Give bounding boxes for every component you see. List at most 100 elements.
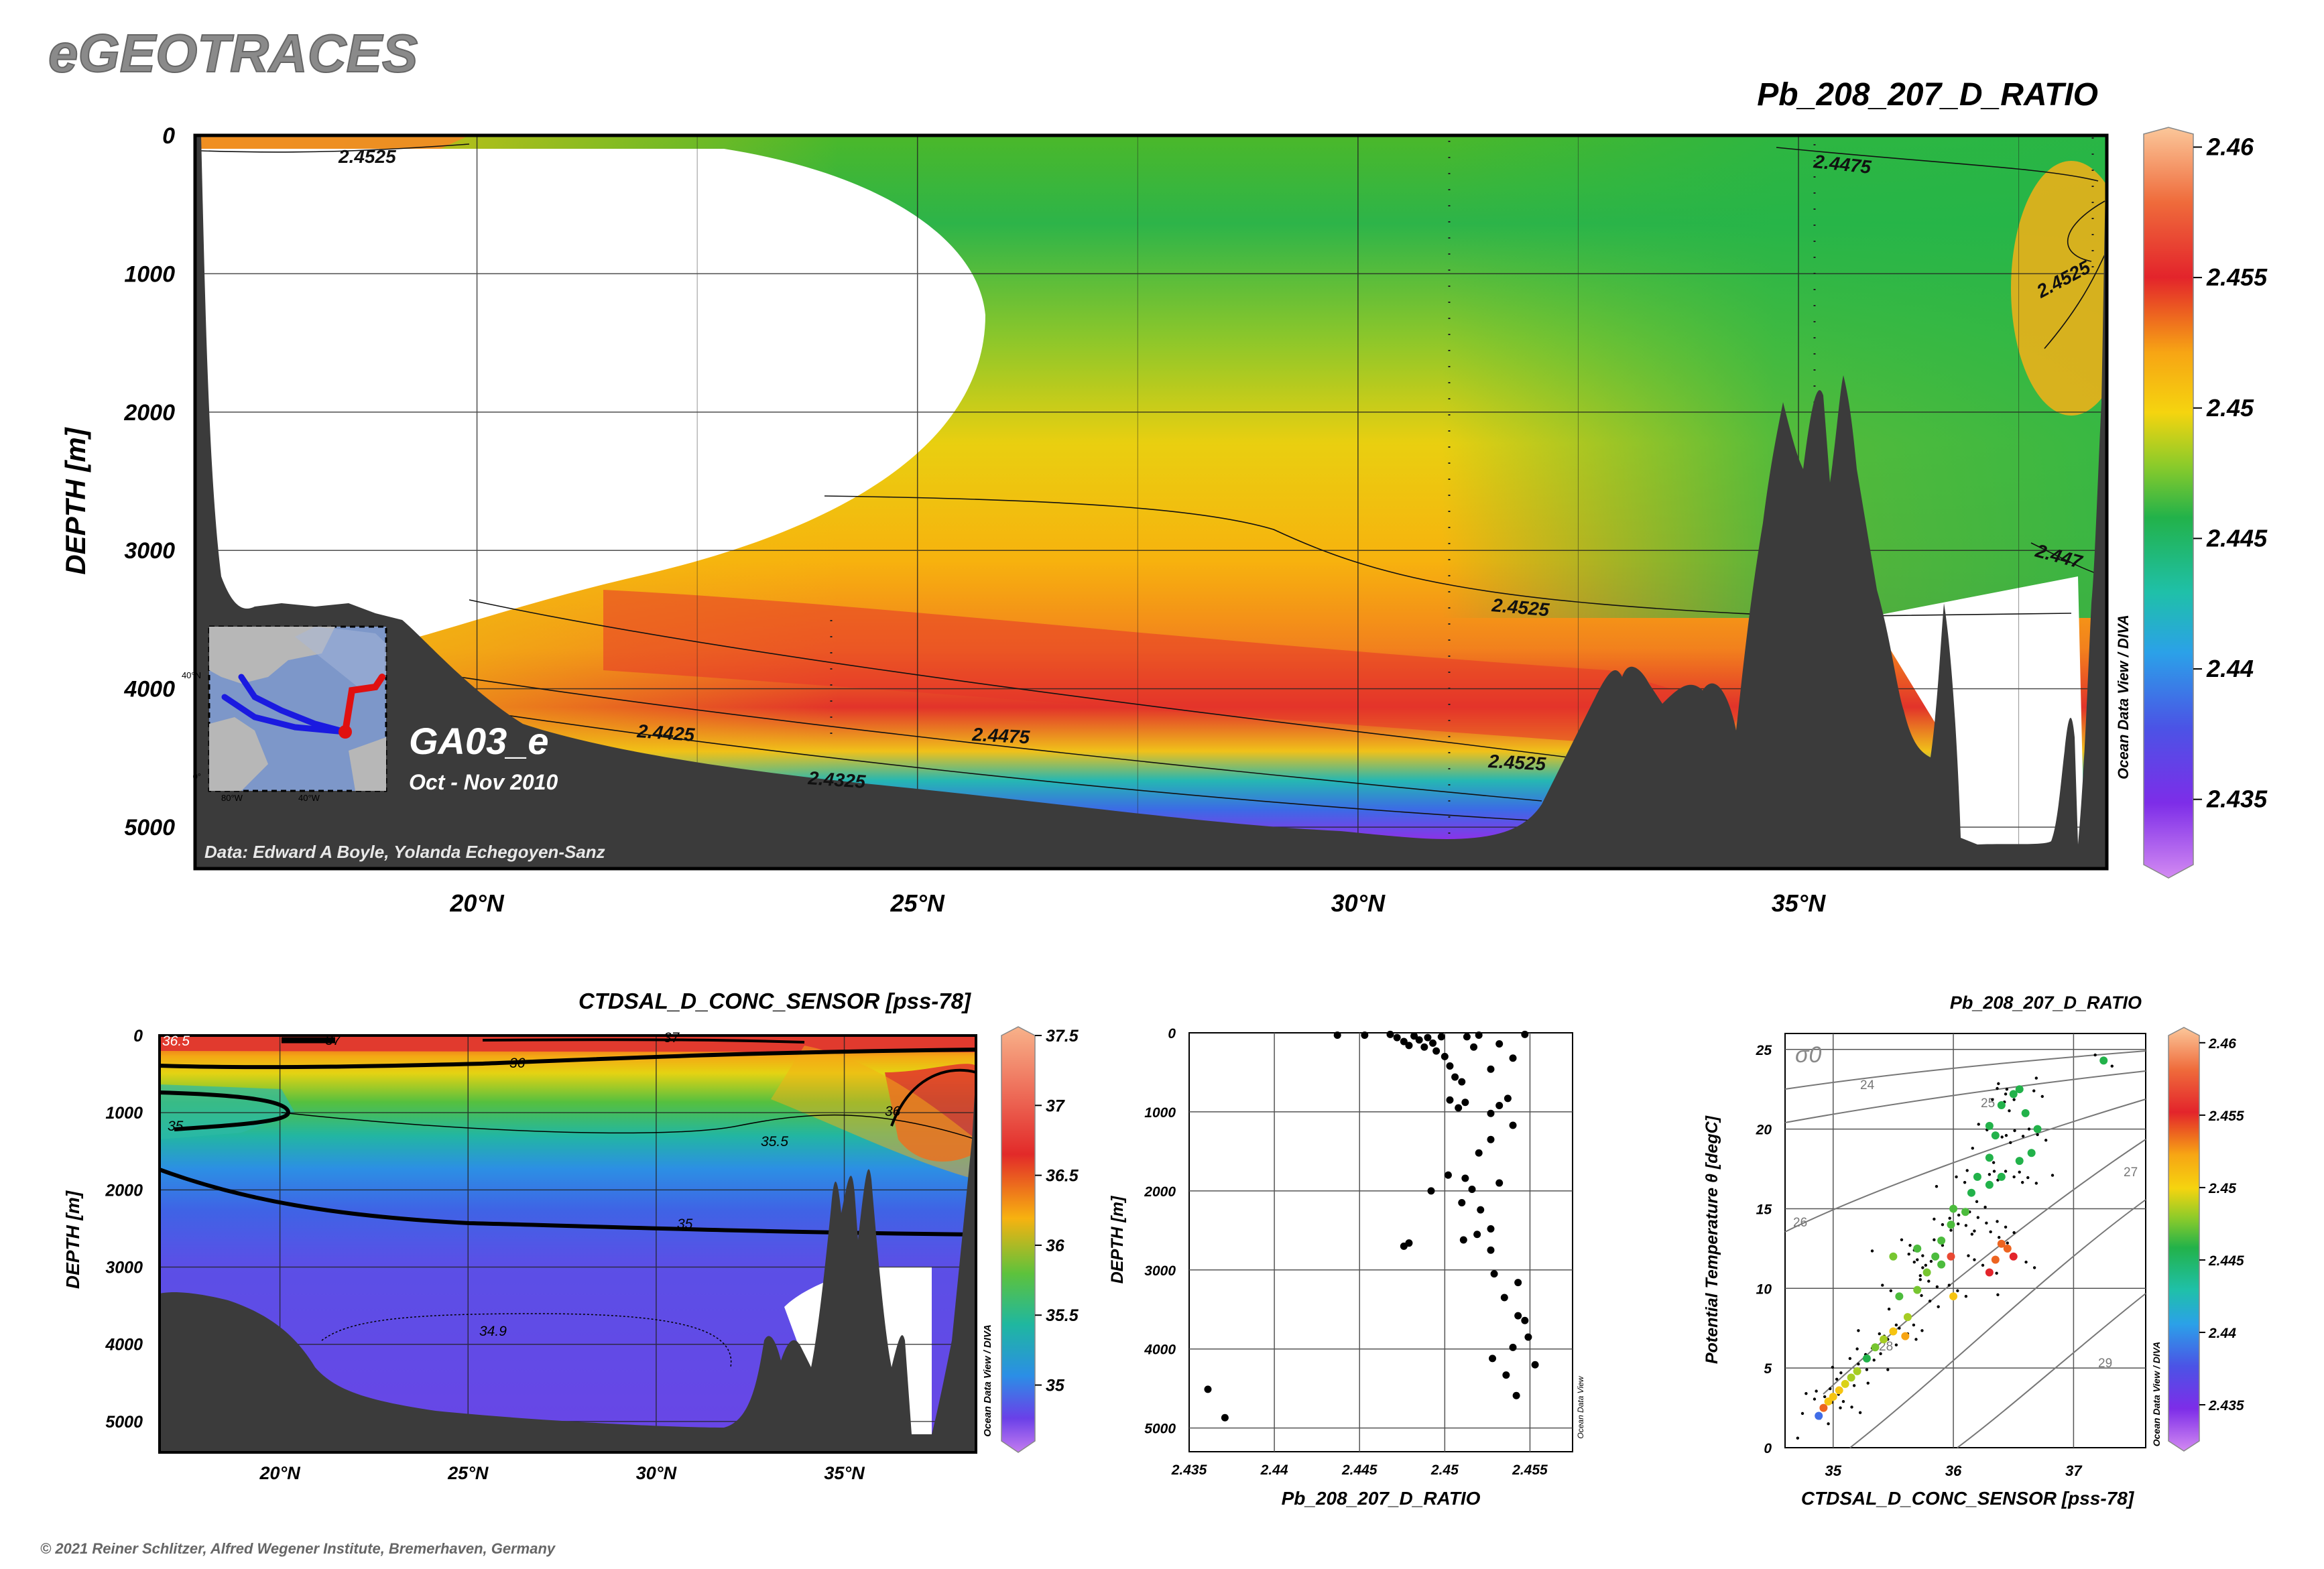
ts-background-point [1989, 1230, 1992, 1234]
contour-label: 35 [168, 1119, 184, 1134]
ts-background-point [1805, 1391, 1808, 1395]
ts-data-point [1937, 1237, 1946, 1245]
ts-data-point [2021, 1109, 2030, 1117]
ts-colorbar: 2.46 2.455 2.45 2.445 2.44 2.435 [2168, 1027, 2244, 1452]
x-tick-label: 35°N [824, 1463, 865, 1483]
ts-data-point [1862, 1354, 1871, 1363]
ts-background-point [1889, 1289, 1893, 1293]
ts-background-point [2012, 1175, 2016, 1179]
ts-background-point [1857, 1363, 1860, 1366]
profile-data-point [1458, 1078, 1466, 1086]
profile-data-point [1455, 1104, 1463, 1112]
profile-data-point [1514, 1279, 1522, 1287]
ts-data-point [1931, 1252, 1940, 1261]
inset-lon-label: 80°W [221, 793, 243, 803]
profile-data-point [1470, 1043, 1478, 1051]
x-tick-label: 36 [1945, 1462, 1962, 1479]
ts-data-point [1819, 1403, 1828, 1412]
main-section-plot: Pb_208_207_D_RATIO [60, 77, 2268, 917]
ts-data-point [1829, 1392, 1837, 1401]
profile-data-point [1424, 1033, 1432, 1042]
ts-data-point [1947, 1220, 1955, 1229]
ts-background-point [1957, 1213, 1961, 1217]
ts-background-point [1870, 1249, 1874, 1253]
x-tick-label: 2.435 [1171, 1462, 1207, 1478]
colorbar-tick-label: 2.44 [2208, 1326, 2236, 1341]
x-tick-label: 30°N [1331, 889, 1386, 917]
ts-data-point [1997, 1239, 2006, 1248]
ts-background-point [1813, 1397, 1817, 1401]
ts-background-point [1964, 1294, 1968, 1298]
colorbar-tick-label: 2.435 [2208, 1398, 2244, 1414]
x-tick-label: 30°N [636, 1463, 677, 1483]
ts-data-point [2009, 1090, 2018, 1099]
ts-background-point [1829, 1387, 1832, 1391]
profile-data-point [1451, 1073, 1459, 1081]
isopycnal-lines [1784, 1050, 2146, 1448]
y-tick-label: 3000 [1144, 1263, 1176, 1279]
ts-background-point [1900, 1238, 1904, 1242]
profile-data-point [1429, 1039, 1437, 1047]
contour-label: 2.4525 [1487, 751, 1547, 775]
ts-data-point [1949, 1292, 1958, 1301]
ts-background-point [1965, 1169, 1969, 1172]
main-plot-frame [193, 133, 2109, 871]
ts-data-point [2099, 1056, 2108, 1065]
colorbar-tick-label: 2.455 [2208, 1109, 2244, 1124]
y-tick-label: 0 [1168, 1026, 1176, 1042]
ts-background-point [1996, 1086, 1999, 1090]
ts-data-point [1937, 1260, 1946, 1269]
cruise-label: GA03_e [409, 720, 549, 762]
colorbar-tick-label: 2.445 [2206, 524, 2268, 552]
ts-background-point [1985, 1221, 1988, 1225]
ts-data-point [1835, 1386, 1843, 1395]
ts-background-point [1924, 1263, 1928, 1267]
contour-label: 2.4525 [1490, 594, 1550, 620]
ts-data-point [2015, 1157, 2024, 1166]
y-tick-label: 20 [1756, 1123, 1772, 1138]
contour-label: 2.4475 [971, 724, 1031, 748]
x-tick-label: 20°N [449, 889, 504, 917]
ts-background-point [1858, 1411, 1862, 1414]
ts-background-point [1823, 1395, 1827, 1399]
ts-background-point [2044, 1139, 2048, 1142]
inset-lon-label: 40°W [298, 793, 320, 803]
ts-background-point [1957, 1222, 1960, 1226]
salinity-odv-watermark: Ocean Data View / DIVA [982, 1324, 993, 1437]
profile-data-point [1489, 1355, 1497, 1363]
copyright: © 2021 Reiner Schlitzer, Alfred Wegener … [40, 1540, 556, 1557]
ts-background-point [1976, 1216, 1980, 1219]
y-tick-label: 0 [162, 123, 175, 149]
ts-background-point [1866, 1381, 1870, 1385]
profile-data-point [1473, 1231, 1481, 1239]
profile-data-point [1446, 1096, 1454, 1104]
profile-data-point [1400, 1038, 1408, 1046]
ts-data-point [2009, 1252, 2018, 1261]
profile-data-point [1415, 1036, 1423, 1044]
cruise-period: Oct - Nov 2010 [409, 770, 558, 794]
colorbar-tick-label: 37.5 [1046, 1027, 1079, 1046]
ts-data-point [1853, 1367, 1861, 1375]
y-tick-label: 25 [1756, 1043, 1772, 1058]
profile-data-point [1444, 1171, 1452, 1179]
ts-background-point [1935, 1285, 1939, 1289]
ts-data-point [1847, 1373, 1855, 1382]
ts-data-point [1949, 1204, 1958, 1213]
y-tick-label: 3000 [124, 538, 175, 564]
salinity-colorbar: 37.5 37 36.5 36 35.5 35 [1001, 1026, 1079, 1453]
ts-data-point [1903, 1313, 1912, 1322]
y-tick-label: 1000 [124, 261, 175, 287]
ts-background-point [1955, 1175, 1958, 1179]
ts-data-point [1991, 1131, 2000, 1140]
ts-background-point [2008, 1109, 2011, 1113]
ts-background-point [1998, 1236, 2001, 1239]
x-tick-label: 2.445 [1341, 1462, 1378, 1478]
ts-background-point [1835, 1377, 1839, 1381]
ts-background-point [1800, 1411, 1805, 1416]
profile-data-point [1393, 1033, 1401, 1042]
profile-data-point [1204, 1385, 1212, 1393]
ts-data-point [1841, 1379, 1849, 1388]
colorbar-tick-label: 36.5 [1046, 1167, 1079, 1186]
ts-data-point [1815, 1411, 1823, 1420]
contour-label: 35 [677, 1216, 693, 1232]
